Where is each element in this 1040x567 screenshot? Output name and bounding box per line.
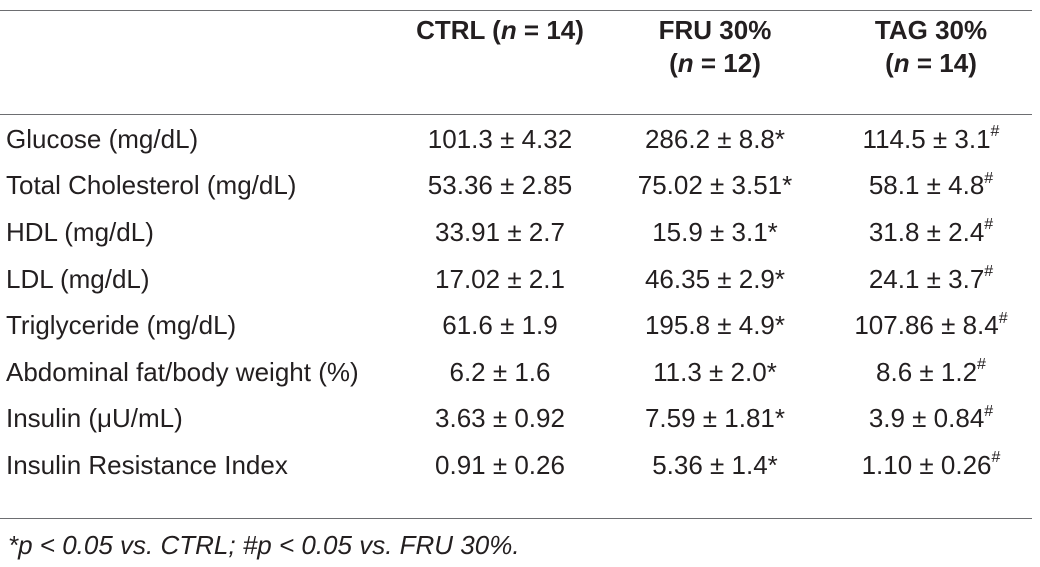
cell-ctrl: 101.3 ± 4.32 — [427, 123, 573, 154]
table-row: Glucose (mg/dL) 101.3 ± 4.32 286.2 ± 8.8… — [0, 104, 1032, 163]
significance-mark: # — [984, 262, 994, 280]
significance-mark: * — [767, 449, 778, 480]
header-ctrl-text: CTRL (n = 14) — [400, 14, 600, 47]
header-empty — [0, 0, 400, 104]
significance-mark: * — [774, 403, 786, 434]
cell-tag: 107.86 ± 8.4# — [830, 302, 1032, 349]
significance-mark: * — [767, 216, 778, 247]
cell-tag-value: 3.9 ± 0.84 — [868, 403, 985, 434]
cell-ctrl: 6.2 ± 1.6 — [449, 356, 551, 387]
header-tag-n: n — [893, 48, 910, 78]
table-row: Insulin (μU/mL) 3.63 ± 0.92 7.59 ± 1.81*… — [0, 396, 1032, 443]
cell-tag-value: 58.1 ± 4.8 — [868, 170, 985, 201]
header-ctrl-part1: CTRL ( — [416, 15, 501, 45]
row-label: Insulin (μU/mL) — [6, 403, 183, 434]
cell-ctrl: 0.91 ± 0.26 — [435, 449, 565, 480]
header-fru: FRU 30% (n = 12) — [600, 0, 830, 104]
cell-fru: 195.8 ± 4.9* — [600, 302, 830, 349]
cell-ctrl: 53.36 ± 2.85 — [427, 170, 573, 201]
significance-mark: * — [782, 170, 793, 201]
header-rule — [0, 114, 1032, 115]
row-label: Triglyceride (mg/dL) — [6, 310, 237, 341]
cell-ctrl: 17.02 ± 2.1 — [435, 263, 565, 294]
row-label: Insulin Resistance Index — [6, 449, 288, 480]
significance-mark: * — [766, 356, 777, 387]
table-row: Abdominal fat/body weight (%) 6.2 ± 1.6 … — [0, 349, 1032, 396]
cell-fru-value: 46.35 ± 2.9 — [644, 263, 775, 294]
cell-fru-value: 286.2 ± 8.8 — [644, 123, 775, 154]
significance-mark: # — [984, 402, 994, 420]
header-ctrl-n: n — [500, 15, 517, 45]
header-fru-count: (n = 12) — [600, 47, 830, 80]
cell-tag: 58.1 ± 4.8# — [830, 163, 1032, 210]
table-row: Total Cholesterol (mg/dL) 53.36 ± 2.85 7… — [0, 163, 1032, 210]
cell-tag-value: 1.10 ± 0.26 — [861, 449, 992, 480]
header-tag: TAG 30% (n = 14) — [830, 0, 1032, 104]
cell-fru: 11.3 ± 2.0* — [600, 349, 830, 396]
significance-mark: # — [984, 216, 994, 234]
top-rule — [0, 10, 1032, 11]
header-fru-paren: ( — [669, 48, 678, 78]
cell-ctrl: 33.91 ± 2.7 — [435, 216, 565, 247]
significance-mark: # — [991, 449, 1001, 467]
cell-fru-value: 7.59 ± 1.81 — [644, 403, 775, 434]
table-row: LDL (mg/dL) 17.02 ± 2.1 46.35 ± 2.9* 24.… — [0, 256, 1032, 303]
bottom-rule — [0, 518, 1032, 519]
header-fru-value: = 12) — [693, 48, 761, 78]
results-table: CTRL (n = 14) FRU 30% (n = 12) TAG 30% (… — [0, 0, 1032, 489]
table-row: Insulin Resistance Index 0.91 ± 0.26 5.3… — [0, 442, 1032, 489]
cell-fru: 46.35 ± 2.9* — [600, 256, 830, 303]
header-fru-n: n — [677, 48, 694, 78]
cell-ctrl: 61.6 ± 1.9 — [442, 310, 558, 341]
cell-fru: 15.9 ± 3.1* — [600, 209, 830, 256]
significance-mark: * — [774, 263, 786, 294]
row-label: HDL (mg/dL) — [6, 216, 154, 247]
cell-fru-value: 15.9 ± 3.1 — [652, 216, 768, 247]
cell-fru: 75.02 ± 3.51* — [600, 163, 830, 210]
cell-tag-value: 24.1 ± 3.7 — [868, 263, 985, 294]
cell-tag: 24.1 ± 3.7# — [830, 256, 1032, 303]
header-fru-title: FRU 30% — [658, 15, 772, 45]
row-label: Total Cholesterol (mg/dL) — [6, 170, 297, 201]
significance-mark: # — [984, 169, 994, 187]
cell-fru-value: 195.8 ± 4.9 — [644, 310, 775, 341]
header-ctrl: CTRL (n = 14) — [400, 0, 600, 104]
cell-fru-value: 5.36 ± 1.4 — [652, 449, 768, 480]
cell-ctrl: 3.63 ± 0.92 — [435, 403, 565, 434]
row-label: LDL (mg/dL) — [6, 263, 150, 294]
cell-tag-value: 107.86 ± 8.4 — [854, 310, 999, 341]
cell-fru-value: 11.3 ± 2.0 — [653, 356, 767, 387]
cell-tag: 1.10 ± 0.26# — [830, 442, 1032, 489]
significance-mark: * — [774, 123, 786, 154]
cell-fru: 286.2 ± 8.8* — [600, 104, 830, 163]
cell-tag-value: 31.8 ± 2.4 — [868, 216, 985, 247]
header-tag-count: (n = 14) — [830, 47, 1032, 80]
row-label: Glucose (mg/dL) — [6, 123, 199, 154]
cell-fru: 7.59 ± 1.81* — [600, 396, 830, 443]
significance-mark: # — [990, 123, 1000, 141]
header-tag-paren: ( — [885, 48, 894, 78]
cell-fru-value: 75.02 ± 3.51 — [637, 170, 783, 201]
header-row: CTRL (n = 14) FRU 30% (n = 12) TAG 30% (… — [0, 0, 1032, 104]
cell-tag: 31.8 ± 2.4# — [830, 209, 1032, 256]
significance-mark: * — [774, 310, 786, 341]
table-row: HDL (mg/dL) 33.91 ± 2.7 15.9 ± 3.1* 31.8… — [0, 209, 1032, 256]
cell-tag: 8.6 ± 1.2# — [830, 349, 1032, 396]
cell-tag-value: 8.6 ± 1.2 — [876, 356, 978, 387]
significance-mark: # — [977, 356, 986, 374]
table-footnote: *p < 0.05 vs. CTRL; #p < 0.05 vs. FRU 30… — [8, 530, 520, 560]
table-row: Triglyceride (mg/dL) 61.6 ± 1.9 195.8 ± … — [0, 302, 1032, 349]
header-tag-value: = 14) — [909, 48, 977, 78]
row-label: Abdominal fat/body weight (%) — [6, 356, 359, 387]
cell-tag: 3.9 ± 0.84# — [830, 396, 1032, 443]
significance-mark: # — [998, 309, 1008, 327]
header-ctrl-part2: = 14) — [516, 15, 584, 45]
header-tag-title: TAG 30% — [874, 15, 988, 45]
cell-fru: 5.36 ± 1.4* — [600, 442, 830, 489]
cell-tag: 114.5 ± 3.1# — [830, 104, 1032, 163]
cell-tag-value: 114.5 ± 3.1 — [862, 123, 991, 154]
